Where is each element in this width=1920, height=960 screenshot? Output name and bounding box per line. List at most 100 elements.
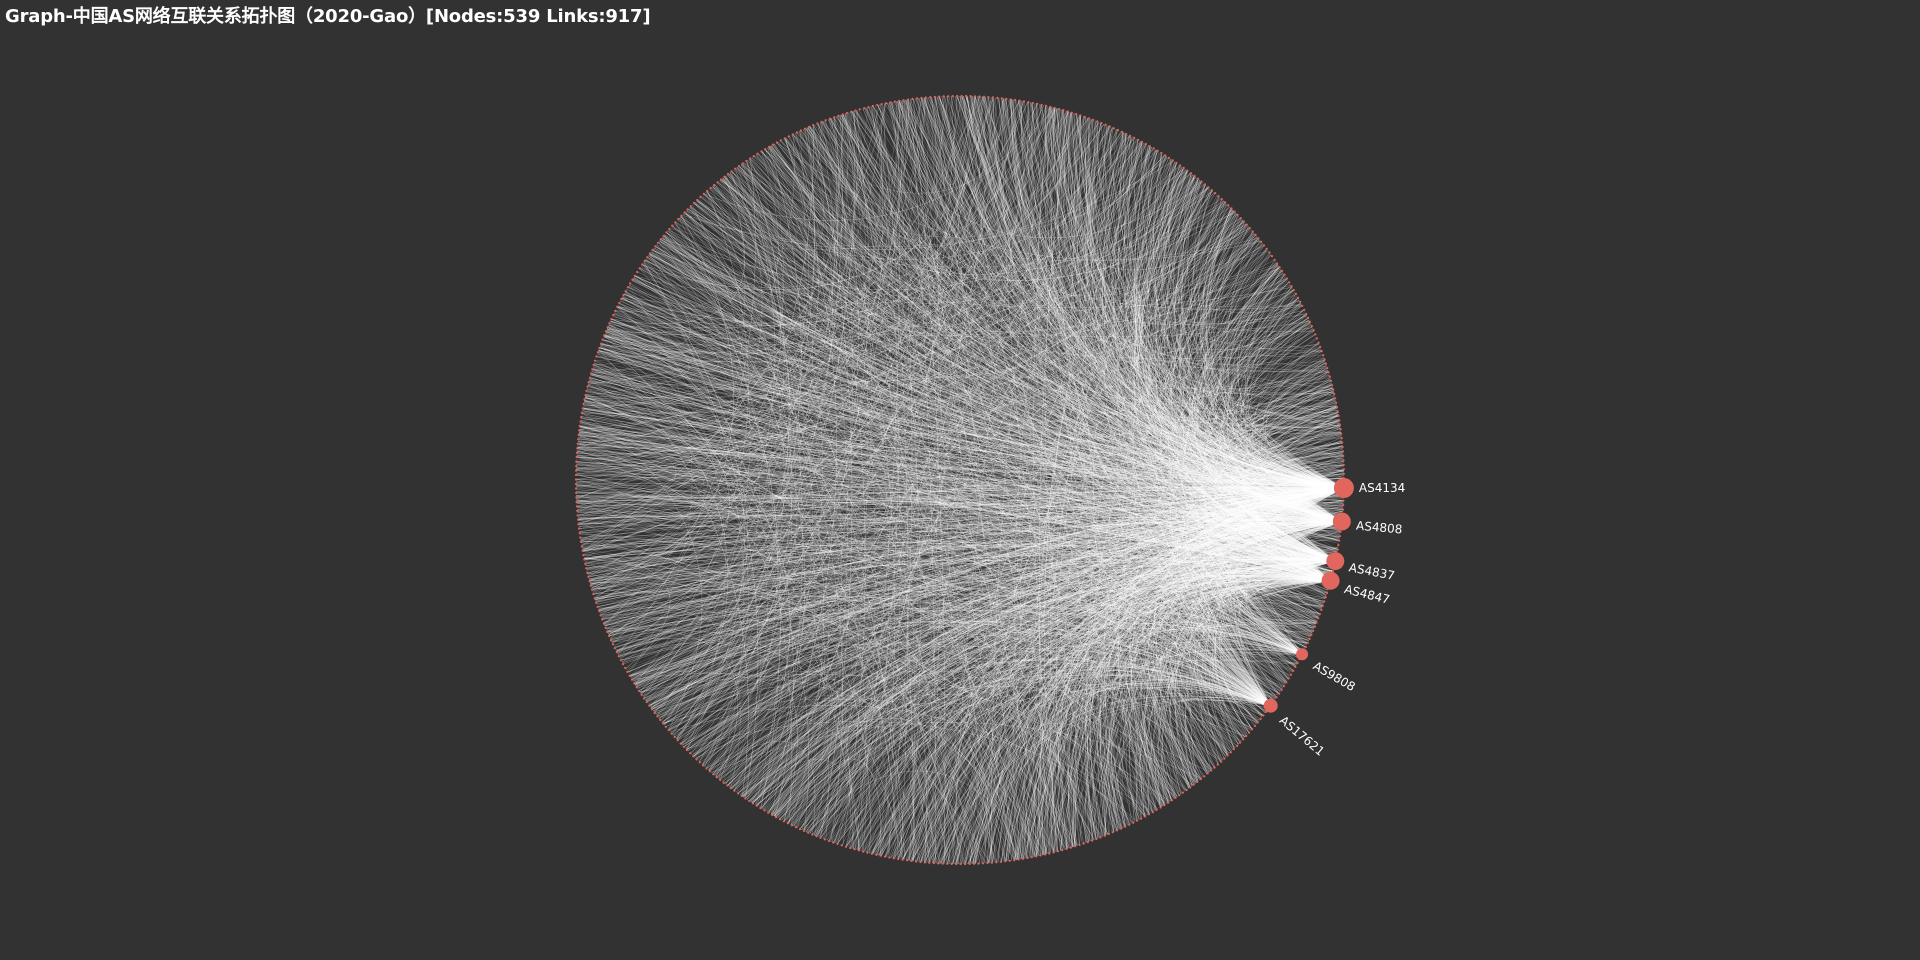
graph-node[interactable] (799, 129, 803, 132)
graph-node[interactable] (858, 108, 861, 111)
graph-node[interactable] (1196, 780, 1199, 784)
graph-node[interactable] (1332, 388, 1335, 391)
graph-node[interactable] (1035, 855, 1038, 858)
graph-node[interactable] (1083, 115, 1086, 118)
graph-node[interactable] (583, 398, 586, 401)
graph-node[interactable] (606, 326, 609, 329)
graph-node[interactable] (1223, 757, 1226, 760)
graph-node[interactable] (1245, 734, 1248, 738)
graph-node[interactable] (1124, 825, 1127, 828)
graph-node[interactable] (897, 857, 900, 861)
graph-node[interactable] (593, 597, 596, 600)
graph-node[interactable] (871, 104, 875, 108)
graph-node[interactable] (1229, 751, 1232, 754)
graph-node[interactable] (1144, 142, 1147, 146)
graph-node[interactable] (845, 111, 849, 115)
graph-node[interactable] (1294, 292, 1297, 295)
graph-node[interactable] (1262, 244, 1266, 247)
graph-node[interactable] (582, 554, 585, 557)
graph-node[interactable] (613, 647, 616, 650)
graph-node[interactable] (1140, 817, 1143, 820)
graph-node[interactable] (614, 309, 617, 312)
graph-node[interactable] (1170, 799, 1173, 802)
graph-node[interactable] (1030, 856, 1033, 859)
graph-node[interactable] (654, 245, 657, 248)
graph-node[interactable] (575, 456, 578, 459)
graph-node[interactable] (592, 363, 595, 366)
graph-node[interactable] (1206, 772, 1209, 775)
hub-node-marker[interactable] (1333, 478, 1354, 498)
graph-node[interactable] (1236, 213, 1239, 216)
graph-node[interactable] (1283, 273, 1286, 276)
graph-node[interactable] (1306, 641, 1309, 645)
graph-node[interactable] (1167, 801, 1170, 804)
graph-node[interactable] (737, 792, 740, 795)
graph-node[interactable] (620, 297, 623, 301)
graph-node[interactable] (1312, 329, 1315, 332)
graph-node[interactable] (1304, 646, 1307, 649)
graph-node[interactable] (854, 109, 857, 112)
graph-node[interactable] (1342, 499, 1345, 502)
graph-node[interactable] (695, 758, 698, 761)
graph-node[interactable] (1338, 423, 1342, 426)
graph-node[interactable] (615, 651, 618, 654)
graph-node[interactable] (1342, 472, 1345, 475)
graph-node[interactable] (1251, 728, 1254, 731)
graph-node[interactable] (596, 351, 600, 354)
graph-node[interactable] (1340, 432, 1343, 435)
graph-node[interactable] (726, 172, 730, 176)
graph-node[interactable] (580, 416, 583, 419)
graph-node[interactable] (1164, 154, 1167, 157)
graph-node[interactable] (840, 844, 843, 847)
graph-node[interactable] (699, 195, 702, 198)
graph-node[interactable] (929, 96, 932, 99)
graph-node[interactable] (575, 451, 579, 454)
graph-node[interactable] (763, 809, 766, 812)
graph-node[interactable] (601, 338, 604, 341)
graph-node[interactable] (1290, 285, 1293, 288)
graph-node[interactable] (1167, 156, 1171, 159)
graph-node[interactable] (1341, 450, 1344, 453)
graph-node[interactable] (981, 862, 985, 865)
graph-node[interactable] (803, 829, 806, 833)
graph-node[interactable] (857, 849, 861, 852)
graph-node[interactable] (978, 95, 981, 98)
graph-node[interactable] (870, 852, 874, 855)
hub-node-as4837[interactable]: AS4837 (1326, 552, 1396, 583)
graph-node[interactable] (1251, 230, 1254, 233)
graph-node[interactable] (575, 487, 578, 490)
graph-node[interactable] (1325, 591, 1329, 595)
graph-node[interactable] (1239, 741, 1242, 744)
graph-node[interactable] (1096, 120, 1099, 123)
graph-node[interactable] (726, 784, 729, 787)
graph-node[interactable] (1112, 127, 1115, 130)
graph-node[interactable] (907, 98, 910, 101)
graph-node[interactable] (1341, 441, 1344, 444)
graph-node[interactable] (1132, 821, 1135, 824)
graph-node[interactable] (774, 816, 778, 819)
graph-node[interactable] (1082, 842, 1085, 845)
graph-node[interactable] (745, 159, 748, 163)
graph-node[interactable] (955, 862, 958, 866)
graph-node[interactable] (1104, 123, 1107, 126)
graph-node[interactable] (575, 460, 578, 463)
graph-node[interactable] (1331, 384, 1334, 387)
graph-node[interactable] (786, 822, 790, 825)
graph-node[interactable] (816, 122, 819, 125)
graph-node[interactable] (733, 789, 736, 792)
graph-node[interactable] (1342, 459, 1345, 462)
graph-node[interactable] (712, 773, 715, 776)
graph-node[interactable] (716, 181, 719, 184)
graph-node[interactable] (1018, 99, 1021, 102)
graph-node[interactable] (901, 858, 904, 861)
graph-node[interactable] (820, 120, 823, 123)
graph-node[interactable] (1137, 138, 1140, 141)
graph-node[interactable] (1091, 839, 1094, 842)
graph-node[interactable] (883, 855, 887, 858)
graph-node[interactable] (1310, 324, 1313, 328)
graph-node[interactable] (1217, 195, 1220, 198)
hub-node-as4808[interactable]: AS4808 (1332, 512, 1403, 537)
graph-node[interactable] (656, 241, 660, 244)
graph-node[interactable] (1053, 106, 1056, 109)
graph-node[interactable] (1342, 468, 1345, 471)
